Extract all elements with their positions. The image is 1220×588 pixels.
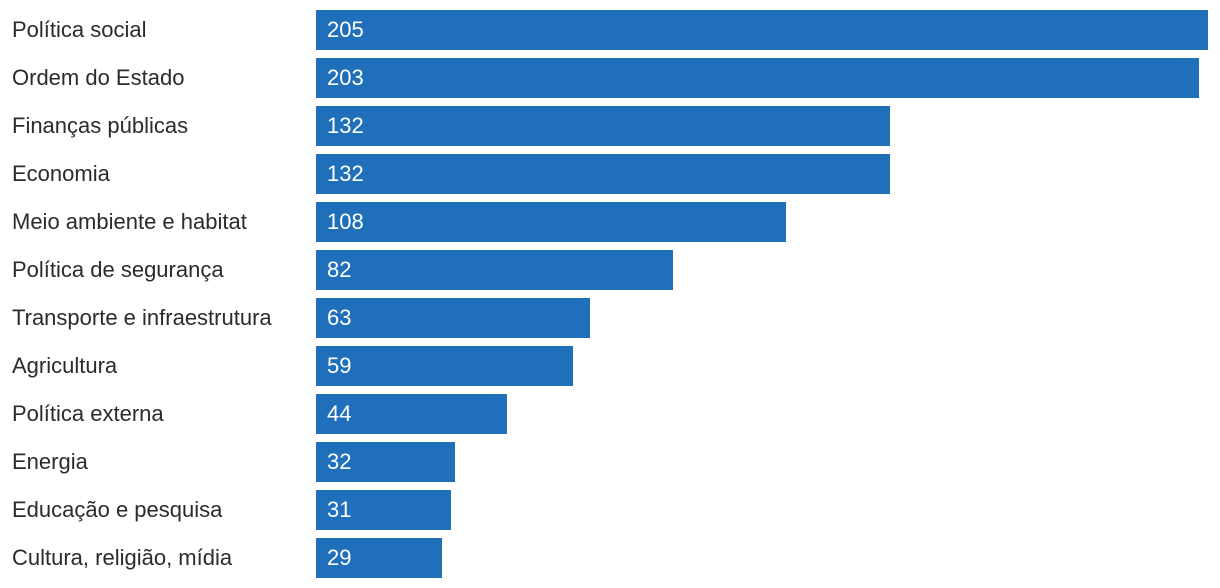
category-label: Política social — [12, 17, 147, 42]
bar-row: Agricultura 59 — [0, 346, 1220, 386]
category-label: Cultura, religião, mídia — [12, 545, 233, 570]
category-label: Meio ambiente e habitat — [12, 209, 247, 234]
value-label: 82 — [327, 257, 352, 282]
value-label: 205 — [327, 17, 364, 42]
value-label: 29 — [327, 545, 352, 570]
value-label: 59 — [327, 353, 352, 378]
category-label: Política externa — [12, 401, 164, 426]
value-label: 44 — [327, 401, 352, 426]
bar: 59 — [316, 346, 573, 386]
bar-row: Política social 205 — [0, 10, 1220, 50]
value-label: 31 — [327, 497, 352, 522]
bar: 63 — [316, 298, 590, 338]
category-label: Economia — [12, 161, 110, 186]
bar: 29 — [316, 538, 442, 578]
bar-row: Cultura, religião, mídia 29 — [0, 538, 1220, 578]
bar-row: Energia 32 — [0, 442, 1220, 482]
bar-row: Meio ambiente e habitat 108 — [0, 202, 1220, 242]
value-label: 63 — [327, 305, 352, 330]
bar-row: Economia 132 — [0, 154, 1220, 194]
bar-row: Ordem do Estado 203 — [0, 58, 1220, 98]
bar: 44 — [316, 394, 507, 434]
bar: 132 — [316, 106, 890, 146]
category-label: Agricultura — [12, 353, 118, 378]
category-label: Política de segurança — [12, 257, 224, 282]
bar: 203 — [316, 58, 1199, 98]
category-label: Finanças públicas — [12, 113, 189, 138]
value-label: 108 — [327, 209, 364, 234]
bar-row: Finanças públicas 132 — [0, 106, 1220, 146]
value-label: 132 — [327, 113, 364, 138]
value-label: 203 — [327, 65, 364, 90]
bar: 108 — [316, 202, 786, 242]
value-label: 132 — [327, 161, 364, 186]
category-label: Energia — [12, 449, 88, 474]
bar: 132 — [316, 154, 890, 194]
bar-row: Transporte e infraestrutura 63 — [0, 298, 1220, 338]
bar: 32 — [316, 442, 455, 482]
category-label: Transporte e infraestrutura — [12, 305, 272, 330]
value-label: 32 — [327, 449, 352, 474]
bar: 31 — [316, 490, 451, 530]
category-label: Educação e pesquisa — [12, 497, 223, 522]
bar-row: Política de segurança 82 — [0, 250, 1220, 290]
category-label: Ordem do Estado — [12, 65, 185, 90]
bar-row: Política externa 44 — [0, 394, 1220, 434]
bar: 205 — [316, 10, 1208, 50]
bar-row: Educação e pesquisa 31 — [0, 490, 1220, 530]
bar: 82 — [316, 250, 673, 290]
